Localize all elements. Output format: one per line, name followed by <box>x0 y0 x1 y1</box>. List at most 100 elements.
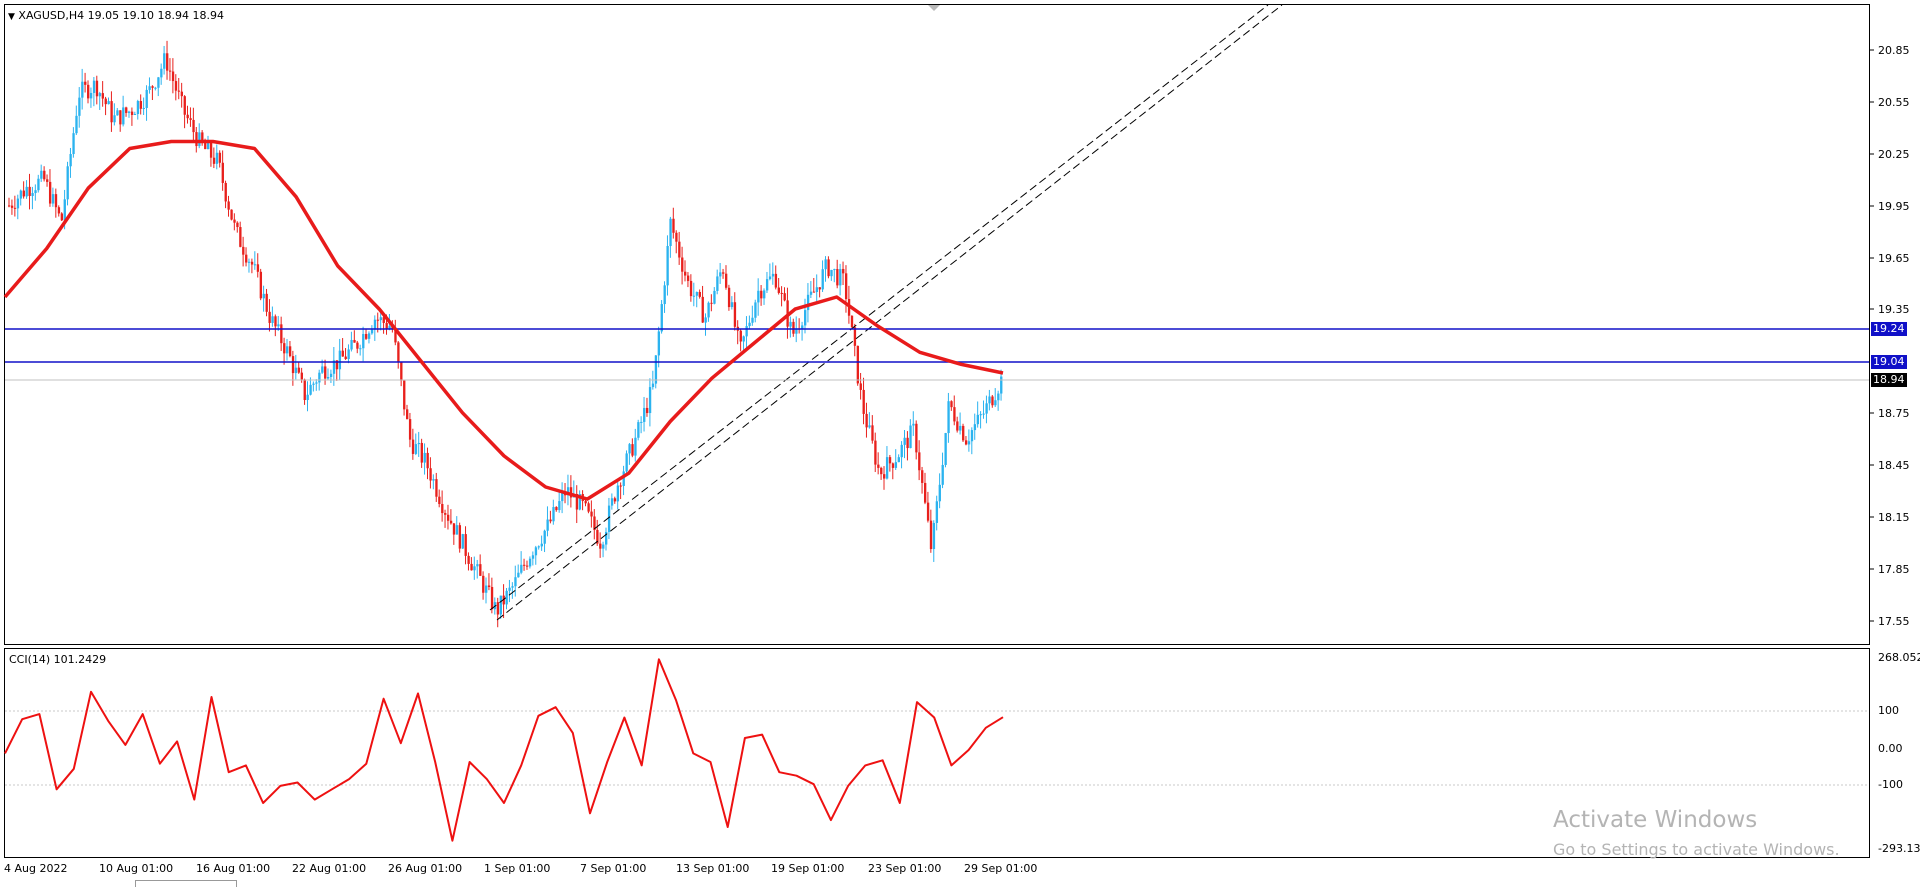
candle-body <box>713 290 716 304</box>
candle-body <box>508 587 511 591</box>
candle-body <box>523 564 526 566</box>
price-label: 20.25 <box>1878 148 1910 161</box>
candle-body <box>923 482 927 503</box>
time-label: 23 Sep 01:00 <box>868 862 942 875</box>
candle-body <box>634 437 637 456</box>
price-label: 19.95 <box>1878 200 1910 213</box>
candle-body <box>833 269 836 271</box>
scroll-marker-icon[interactable] <box>928 5 940 11</box>
candle-body <box>666 245 669 286</box>
candle-body <box>645 407 649 414</box>
candle-body <box>777 287 781 293</box>
axis-ticks <box>1869 49 1874 622</box>
price-label: 20.85 <box>1878 44 1910 57</box>
time-label: 22 Aug 01:00 <box>292 862 367 875</box>
candle-body <box>543 530 546 544</box>
candle-body <box>552 507 555 522</box>
candle-body <box>514 577 517 587</box>
cci-label: -293.138 <box>1878 842 1920 855</box>
candle-body <box>420 442 423 463</box>
channel-line-lower[interactable] <box>496 4 1283 621</box>
candle-body <box>397 342 400 363</box>
candle-body <box>757 290 760 303</box>
candle-body <box>321 366 324 373</box>
candle-body <box>900 444 903 458</box>
candle-body <box>13 207 17 209</box>
collapse-triangle-icon[interactable]: ▼ <box>8 12 15 22</box>
candle-body <box>815 287 819 293</box>
candle-body <box>593 516 596 531</box>
candle-body <box>388 325 391 329</box>
candle-body <box>918 452 921 471</box>
candle-body <box>183 96 186 115</box>
candle-body <box>464 534 467 556</box>
channel-line-upper[interactable] <box>489 4 1269 611</box>
candle-body <box>288 346 292 357</box>
candle-body <box>771 273 775 277</box>
candle-body <box>850 315 854 328</box>
candle-body <box>806 294 810 311</box>
candle-body <box>66 166 69 200</box>
candle-body <box>452 523 456 535</box>
chart-tab[interactable] <box>135 880 237 887</box>
candle-body <box>520 564 523 573</box>
hline-price-tag: 19.24 <box>1871 322 1907 336</box>
candle-body <box>695 291 699 296</box>
candle-body <box>528 558 532 567</box>
candle-body <box>262 293 265 299</box>
main-panel-frame <box>4 4 1870 645</box>
candle-body <box>877 464 880 468</box>
candle-body <box>8 205 11 207</box>
candle-body <box>376 319 380 321</box>
candle-body <box>505 590 508 605</box>
candle-body <box>245 254 248 263</box>
candle-body <box>678 241 681 258</box>
candle-body <box>46 179 49 182</box>
candle-body <box>315 382 318 384</box>
candle-body <box>467 555 470 564</box>
candle-body <box>461 534 464 549</box>
moving-average-line[interactable] <box>3 139 1004 501</box>
candle-body <box>286 346 289 354</box>
candle-body <box>897 457 900 463</box>
candle-body <box>730 302 734 308</box>
candle-body <box>218 152 222 163</box>
candle-body <box>136 101 140 115</box>
candle-body <box>406 409 409 420</box>
candle-body <box>362 334 365 349</box>
candle-body <box>101 93 104 99</box>
cci-label: 0.00 <box>1878 742 1903 755</box>
candle-body <box>836 269 839 286</box>
candle-body <box>400 362 403 381</box>
candle-body <box>63 199 66 221</box>
candle-body <box>862 389 865 414</box>
candle-body <box>87 84 90 99</box>
price-label: 18.15 <box>1878 511 1910 524</box>
candle-body <box>584 501 587 504</box>
candle-body <box>625 453 628 472</box>
candle-body <box>365 334 368 339</box>
candle-body <box>903 437 906 445</box>
candle-body <box>967 441 971 445</box>
candle-body <box>344 356 347 360</box>
time-label: 1 Sep 01:00 <box>484 862 551 875</box>
candle-body <box>912 423 915 426</box>
candle-body <box>885 457 889 479</box>
candle-body <box>792 321 795 334</box>
candle-body <box>145 89 148 108</box>
cci-line[interactable] <box>4 658 1004 842</box>
candle-body <box>976 414 980 425</box>
candle-body <box>906 437 909 449</box>
candle-body <box>163 53 166 69</box>
candle-body <box>119 110 122 125</box>
candle-body <box>435 479 438 497</box>
candle-body <box>300 372 303 380</box>
candle-body <box>511 586 514 588</box>
activate-windows-title: Activate Windows <box>1553 807 1758 833</box>
candle-body <box>578 494 582 510</box>
candle-body <box>701 296 704 323</box>
time-label: 26 Aug 01:00 <box>388 862 463 875</box>
candle-body <box>209 142 213 158</box>
candle-body <box>212 157 216 164</box>
